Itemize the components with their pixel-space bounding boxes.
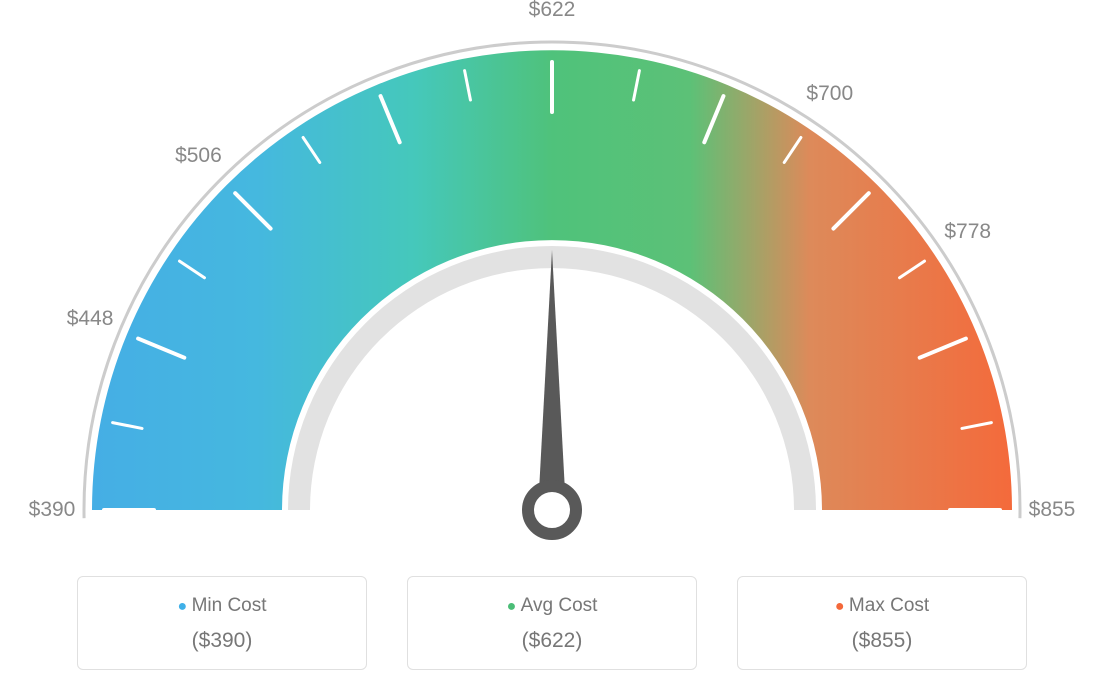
- gauge-tick-label: $622: [529, 0, 576, 22]
- gauge-area: $390 $448 $506 $622 $700 $778 $855: [0, 0, 1104, 560]
- legend-max-box: Max Cost ($855): [737, 576, 1027, 670]
- gauge-tick-label: $390: [29, 498, 76, 522]
- gauge-tick-label: $778: [944, 220, 991, 244]
- legend-max-label: Max Cost: [748, 595, 1016, 617]
- legend-avg-box: Avg Cost ($622): [407, 576, 697, 670]
- legend-min-value: ($390): [88, 629, 356, 653]
- legend-row: Min Cost ($390) Avg Cost ($622) Max Cost…: [0, 576, 1104, 670]
- legend-max-value: ($855): [748, 629, 1016, 653]
- legend-min-box: Min Cost ($390): [77, 576, 367, 670]
- gauge-tick-label: $855: [1029, 498, 1076, 522]
- gauge-tick-label: $700: [806, 82, 853, 106]
- gauge-chart-container: $390 $448 $506 $622 $700 $778 $855 Min Cost ($…: [0, 0, 1104, 690]
- legend-min-label: Min Cost: [88, 595, 356, 617]
- legend-avg-label: Avg Cost: [418, 595, 686, 617]
- legend-avg-value: ($622): [418, 629, 686, 653]
- gauge-tick-label: $448: [67, 307, 114, 331]
- gauge-tick-label: $506: [175, 144, 222, 168]
- gauge-svg: [0, 0, 1104, 560]
